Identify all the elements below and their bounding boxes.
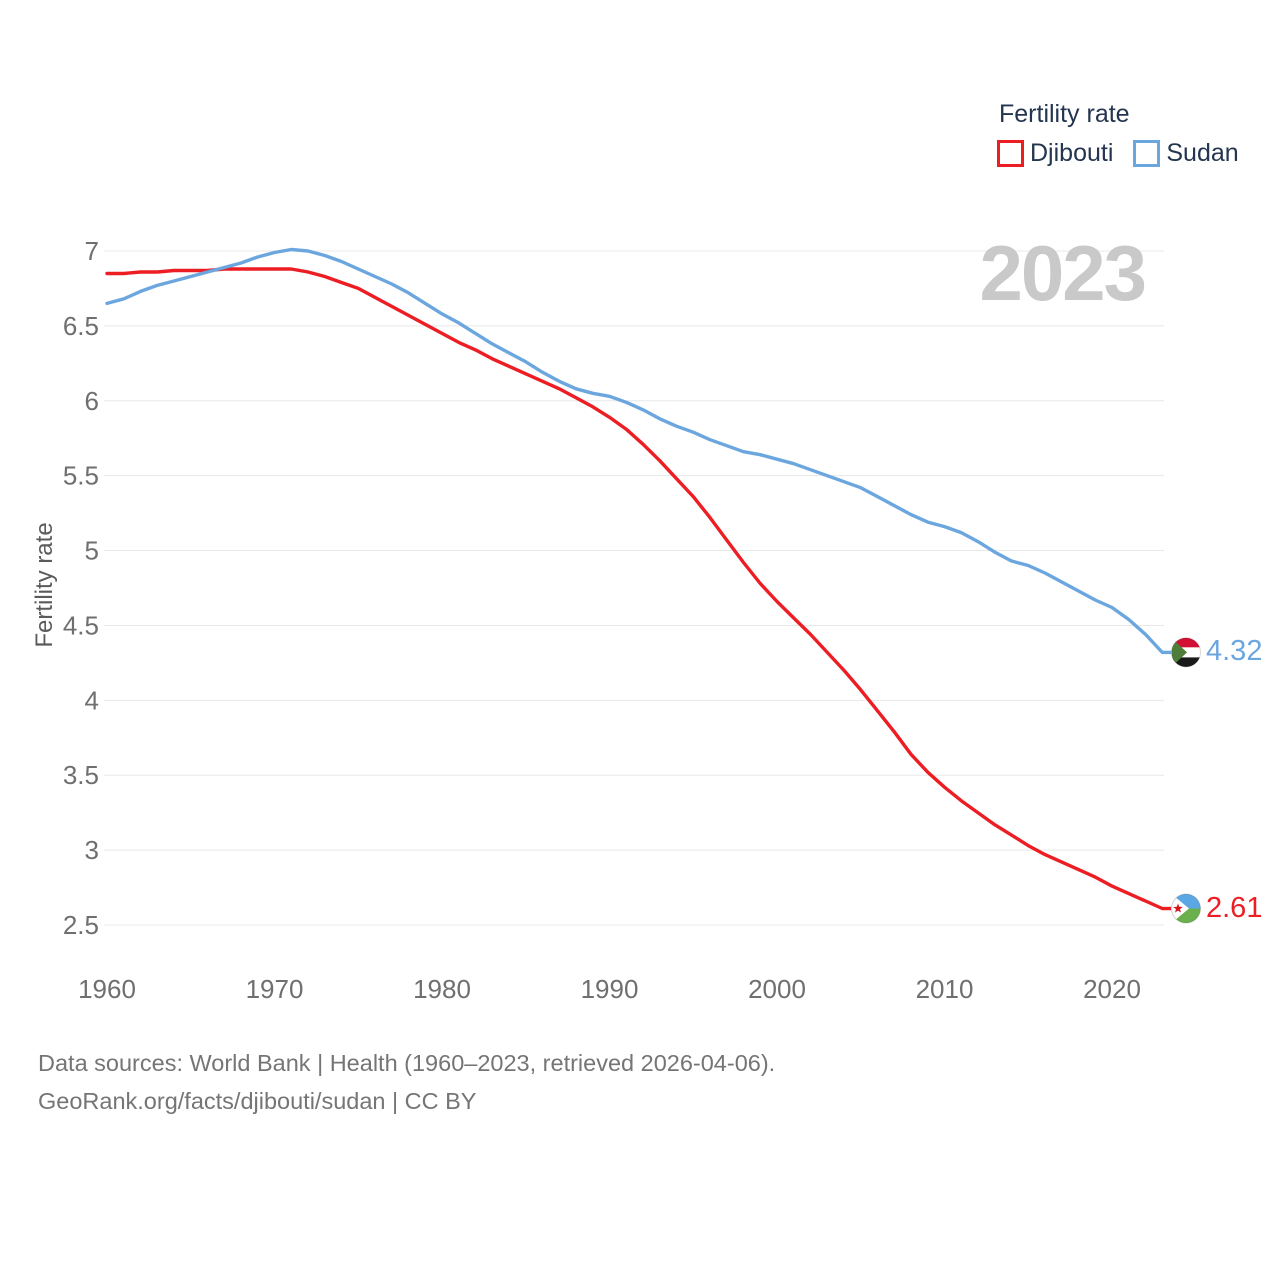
djibouti-star bbox=[1173, 903, 1183, 913]
y-tick-label: 4 bbox=[85, 685, 99, 715]
x-tick-label: 2010 bbox=[916, 974, 974, 1004]
legend-item-sudan[interactable]: Sudan bbox=[1133, 139, 1239, 168]
y-tick-label: 2.5 bbox=[63, 910, 99, 940]
djibouti-flag-icon bbox=[1171, 893, 1201, 924]
legend-item-djibouti[interactable]: Djibouti bbox=[997, 139, 1113, 168]
legend-title: Fertility rate bbox=[999, 100, 1130, 128]
sudan-flag-icon bbox=[1171, 637, 1201, 668]
y-axis-title: Fertility rate bbox=[31, 522, 58, 648]
x-tick-label: 2020 bbox=[1083, 974, 1141, 1004]
x-tick-label: 1960 bbox=[78, 974, 136, 1004]
legend-label-djibouti: Djibouti bbox=[1030, 139, 1114, 167]
djibouti-line bbox=[105, 267, 1164, 911]
data-source-footer: Data sources: World Bank | Health (1960–… bbox=[38, 1044, 775, 1120]
x-axis-tick-labels: 1960 1970 1980 1990 2000 2010 2020 bbox=[78, 974, 1141, 1004]
y-tick-label: 5.5 bbox=[63, 461, 99, 491]
year-watermark: 2023 bbox=[979, 229, 1147, 317]
y-tick-label: 5 bbox=[85, 536, 99, 566]
x-tick-label: 2000 bbox=[748, 974, 806, 1004]
sudan-line bbox=[105, 247, 1164, 655]
gridlines-layer bbox=[104, 250, 1164, 926]
djibouti-end-value: 2.61 bbox=[1206, 892, 1263, 924]
y-tick-label: 3.5 bbox=[63, 760, 99, 790]
sudan-end-value: 4.32 bbox=[1206, 635, 1263, 667]
legend-label-sudan: Sudan bbox=[1166, 139, 1239, 167]
y-axis-tick-labels: 7 6.5 6 5.5 5 4.5 4 3.5 3 2.5 bbox=[63, 236, 99, 940]
y-tick-label: 6.5 bbox=[63, 311, 99, 341]
x-tick-label: 1980 bbox=[413, 974, 471, 1004]
series-lines-layer bbox=[105, 247, 1171, 911]
djibouti-swatch-icon bbox=[997, 140, 1024, 167]
y-tick-label: 3 bbox=[85, 835, 99, 865]
y-tick-label: 4.5 bbox=[63, 610, 99, 640]
x-tick-label: 1970 bbox=[246, 974, 304, 1004]
legend-items: Djibouti Sudan bbox=[997, 139, 1239, 168]
data-sources-text: Data sources: World Bank | Health (1960–… bbox=[38, 1050, 776, 1076]
attribution-link[interactable]: GeoRank.org/facts/djibouti/sudan | CC BY bbox=[38, 1088, 477, 1114]
x-tick-label: 1990 bbox=[581, 974, 639, 1004]
y-tick-label: 6 bbox=[85, 386, 99, 416]
sudan-swatch-icon bbox=[1133, 140, 1161, 167]
chart-legend: Fertility rate Djibouti Sudan bbox=[997, 100, 1239, 168]
y-tick-label: 7 bbox=[85, 236, 99, 266]
